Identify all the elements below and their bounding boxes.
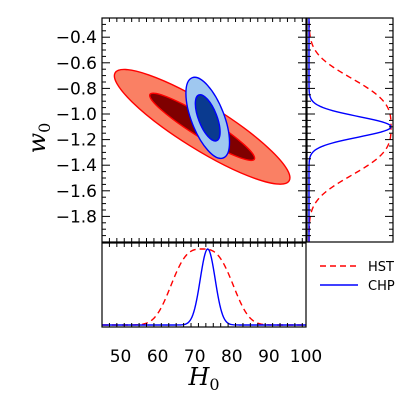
y-tick-label: −1.8 [56,207,97,227]
h0-marginal-curves [102,248,306,326]
x-tick-label: 100 [290,347,322,367]
legend-label-hst: HST [368,260,394,275]
x-axis-title: H0 [187,363,219,394]
chp-contour-1sigma [194,93,221,142]
x-tick-label: 90 [258,347,280,367]
axis-ticks [101,17,393,327]
chp-h0-marginal [102,248,306,326]
y-tick-label: −1.2 [56,131,97,151]
tick-labels: 50 60 70 80 90 100 −0.4 −0.6 −0.8 −1.0 −1.2 −1.4 −1.… [56,28,323,367]
contour-layer [113,68,291,185]
y-axis-title: w0 [23,123,54,154]
chp-w0-marginal [308,18,392,242]
x-tick-label: 60 [147,347,169,367]
x-tick-label: 80 [221,347,243,367]
y-tick-label: −1.4 [56,156,97,176]
y-tick-label: −0.8 [56,79,97,99]
x-tick-label: 70 [184,347,206,367]
w0-marginal-curves [308,18,392,242]
y-tick-label: −0.4 [56,28,97,48]
legend: HST CHP [320,260,395,294]
y-tick-label: −1.0 [56,105,97,125]
legend-label-chp: CHP [368,279,395,294]
y-tick-label: −1.6 [56,182,97,202]
w0-marginal-panel [307,18,393,242]
y-tick-label: −0.6 [56,54,97,74]
x-tick-label: 50 [110,347,132,367]
